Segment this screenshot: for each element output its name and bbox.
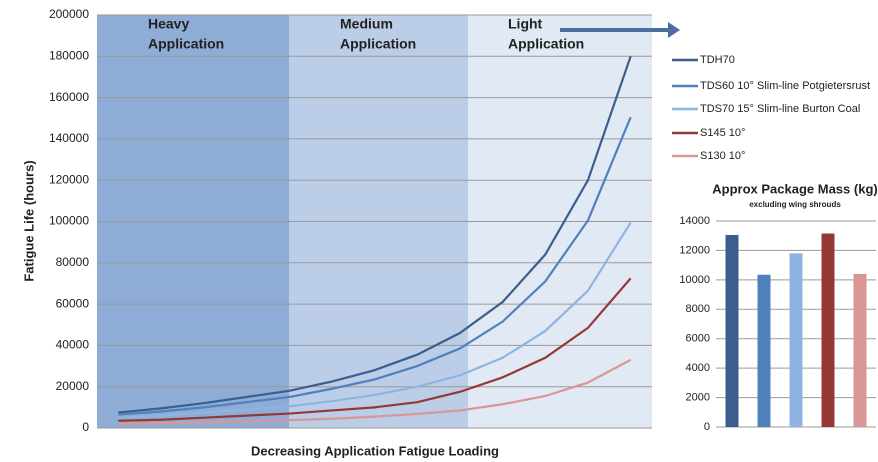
bar — [757, 274, 771, 427]
y-tick-label: 12000 — [679, 244, 710, 256]
y-tick-label: 4000 — [686, 362, 710, 374]
band-label: Medium — [340, 16, 393, 32]
band-label: Application — [340, 36, 416, 52]
y-tick-label: 140000 — [49, 131, 89, 145]
y-axis-label: Fatigue Life (hours) — [21, 160, 36, 281]
series-line — [118, 116, 632, 416]
y-tick-label: 0 — [82, 420, 89, 434]
y-tick-label: 180000 — [49, 48, 89, 62]
band-label: Application — [148, 36, 224, 52]
series-line — [118, 221, 632, 419]
bar — [725, 234, 739, 427]
y-tick-label: 120000 — [49, 172, 89, 186]
bar-chart: Approx Package Mass (kg) excluding wing s… — [679, 181, 877, 432]
series-line — [118, 358, 632, 425]
bar — [789, 253, 803, 427]
y-tick-label: 20000 — [56, 379, 90, 393]
x-axis-label: Decreasing Application Fatigue Loading — [251, 443, 499, 458]
legend-label: S130 10° — [700, 150, 745, 162]
y-tick-label: 2000 — [686, 391, 710, 403]
arrow-head — [668, 22, 680, 38]
y-tick-label: 6000 — [686, 333, 710, 345]
series-line — [118, 55, 632, 414]
legend-label: S145 10° — [700, 127, 745, 139]
bar — [853, 273, 867, 427]
bar — [821, 233, 835, 427]
legend-label: TDS60 10° Slim-line Potgietersrust — [700, 80, 870, 92]
legend-label: TDS70 15° Slim-line Burton Coal — [700, 103, 860, 115]
y-tick-label: 60000 — [56, 296, 90, 310]
y-tick-label: 200000 — [49, 7, 89, 21]
y-tick-label: 0 — [704, 421, 710, 433]
band-label: Heavy — [148, 16, 189, 32]
y-tick-label: 14000 — [679, 215, 710, 227]
band-labels: Heavy Application Medium Application Light Ap… — [148, 16, 584, 52]
band-label: Light — [508, 16, 543, 32]
y-tick-label: 80000 — [56, 255, 90, 269]
line-chart: 0200004000060000800001000001200001400001… — [21, 7, 870, 458]
y-tick-label: 8000 — [686, 303, 710, 315]
legend-label: TDH70 — [700, 54, 735, 66]
band-label: Application — [508, 36, 584, 52]
chart-title: Approx Package Mass (kg) — [712, 181, 877, 196]
series-line — [118, 277, 632, 422]
y-tick-label: 10000 — [679, 274, 710, 286]
y-tick-label: 160000 — [49, 90, 89, 104]
chart-subtitle: excluding wing shrouds — [749, 200, 841, 209]
y-tick-label: 100000 — [49, 214, 89, 228]
y-tick-label: 40000 — [56, 338, 90, 352]
